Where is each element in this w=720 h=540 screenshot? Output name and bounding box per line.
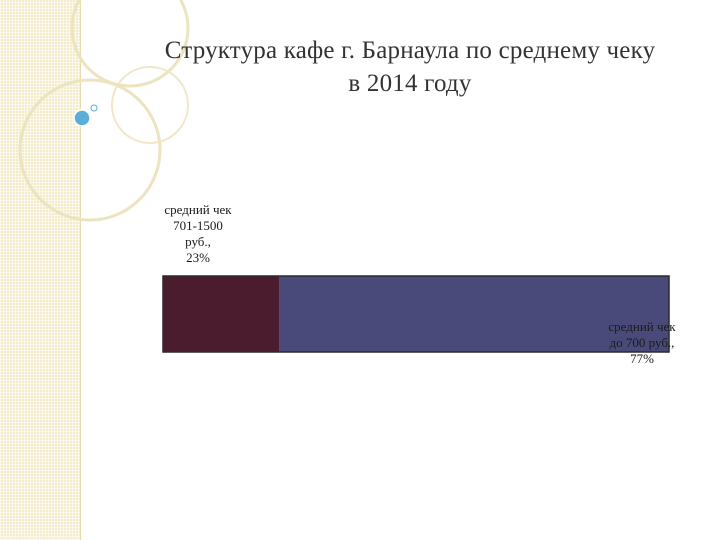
- bar-segment-2: [279, 276, 669, 352]
- title-line-2: в 2014 году: [348, 70, 472, 97]
- bubble-icon: [73, 109, 91, 127]
- bubble-small-icon: [90, 104, 98, 112]
- decor-ring-small: [111, 66, 189, 144]
- data-label-2-line-3: 77%: [630, 351, 654, 366]
- decor-ring-large: [70, 0, 190, 88]
- label-group: средний чек 701-1500 руб., 23%средний чек до…: [164, 202, 676, 366]
- title-line-1: Структура кафе г. Барнаула по среднему ч…: [164, 37, 656, 64]
- data-label-2-line-2: до 700 руб.,: [610, 335, 675, 350]
- bar-group: [162, 275, 670, 353]
- data-label-1-line-2: 701-1500: [173, 218, 223, 233]
- data-label-2-line-1: средний чек: [608, 319, 676, 334]
- data-label-2: средний чек до 700 руб., 77%: [608, 319, 676, 366]
- bar-frame: [162, 275, 670, 353]
- decor-ring-medium: [18, 78, 162, 222]
- bar-segment-1: [163, 276, 280, 352]
- data-label-1-line-3: руб.,: [185, 234, 211, 249]
- data-label-1-line-1: средний чек: [164, 202, 232, 217]
- data-label-1: средний чек 701-1500 руб., 23%: [164, 202, 232, 265]
- data-label-1-line-4: 23%: [186, 250, 210, 265]
- decorative-circles: [18, 0, 190, 222]
- decorative-side-strip: [0, 0, 81, 540]
- page-title: Структура кафе г. Барнаула по среднему ч…: [110, 34, 710, 100]
